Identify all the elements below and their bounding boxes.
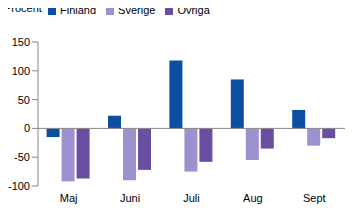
svg-text:150: 150: [12, 36, 30, 48]
svg-text:50: 50: [18, 94, 30, 106]
html-text:Övriga: Övriga: [177, 4, 210, 16]
svg-text:Sept: Sept: [303, 192, 326, 204]
html-text:Procent: Procent: [4, 2, 42, 14]
svg-text:Juli: Juli: [183, 192, 200, 204]
svg-text:Aug: Aug: [243, 192, 263, 204]
html-text:Finland: Finland: [60, 4, 97, 16]
svg-text:0: 0: [24, 122, 30, 134]
svg-text:-100: -100: [8, 180, 30, 192]
svg-text:Juni: Juni: [120, 192, 140, 204]
svg-text:-50: -50: [14, 151, 30, 163]
svg-text:100: 100: [12, 65, 30, 77]
html-text:Sverige: Sverige: [118, 4, 156, 16]
svg-text:Maj: Maj: [60, 192, 78, 204]
